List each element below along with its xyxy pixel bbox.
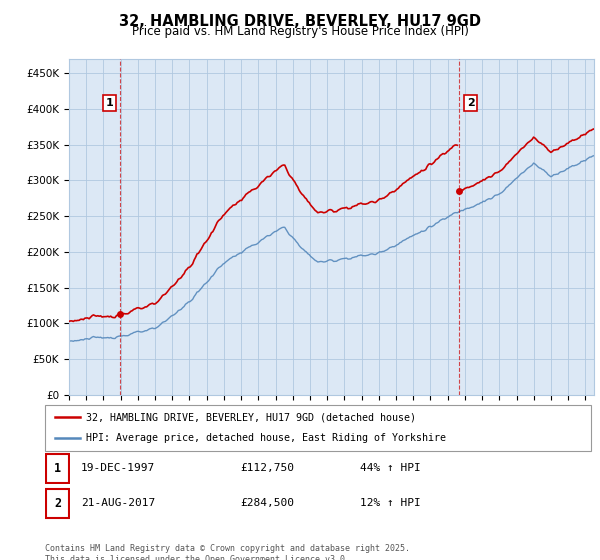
Text: 32, HAMBLING DRIVE, BEVERLEY, HU17 9GD: 32, HAMBLING DRIVE, BEVERLEY, HU17 9GD <box>119 14 481 29</box>
Text: 32, HAMBLING DRIVE, BEVERLEY, HU17 9GD (detached house): 32, HAMBLING DRIVE, BEVERLEY, HU17 9GD (… <box>86 412 416 422</box>
Text: 2: 2 <box>54 497 61 510</box>
Text: Price paid vs. HM Land Registry's House Price Index (HPI): Price paid vs. HM Land Registry's House … <box>131 25 469 38</box>
Text: 1: 1 <box>54 461 61 475</box>
FancyBboxPatch shape <box>45 405 591 451</box>
Text: 1: 1 <box>106 98 113 108</box>
FancyBboxPatch shape <box>46 454 69 483</box>
Text: 12% ↑ HPI: 12% ↑ HPI <box>360 498 421 508</box>
FancyBboxPatch shape <box>46 489 69 518</box>
Text: 21-AUG-2017: 21-AUG-2017 <box>81 498 155 508</box>
Text: £112,750: £112,750 <box>240 463 294 473</box>
Text: 44% ↑ HPI: 44% ↑ HPI <box>360 463 421 473</box>
Text: 19-DEC-1997: 19-DEC-1997 <box>81 463 155 473</box>
Text: HPI: Average price, detached house, East Riding of Yorkshire: HPI: Average price, detached house, East… <box>86 433 446 444</box>
Text: Contains HM Land Registry data © Crown copyright and database right 2025.
This d: Contains HM Land Registry data © Crown c… <box>45 544 410 560</box>
Text: £284,500: £284,500 <box>240 498 294 508</box>
Text: 2: 2 <box>467 98 475 108</box>
